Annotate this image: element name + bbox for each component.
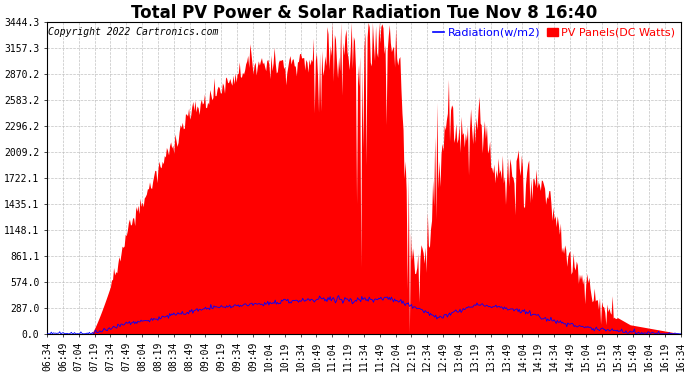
Text: Copyright 2022 Cartronics.com: Copyright 2022 Cartronics.com [48,27,219,37]
Legend: Radiation(w/m2), PV Panels(DC Watts): Radiation(w/m2), PV Panels(DC Watts) [428,24,680,42]
Title: Total PV Power & Solar Radiation Tue Nov 8 16:40: Total PV Power & Solar Radiation Tue Nov… [131,4,597,22]
